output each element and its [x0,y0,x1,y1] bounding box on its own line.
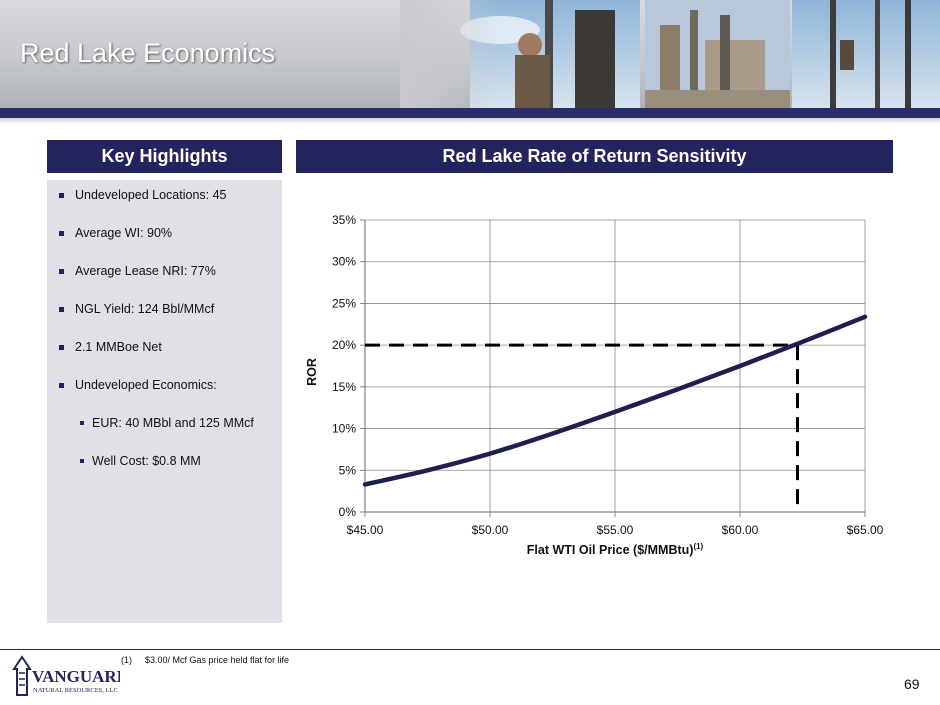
y-tick-label: 5% [339,463,357,477]
highlight-sub-item: EUR: 40 MBbl and 125 MMcf [80,416,254,430]
y-tick-label: 30% [332,255,356,269]
x-tick-label: $60.00 [722,523,759,537]
footer-rule [0,649,940,650]
breakeven-reference-lines [365,343,799,512]
page-number: 69 [904,676,920,692]
highlight-text: Undeveloped Locations: 45 [75,188,227,202]
banner-photo-collage [400,0,940,110]
bullet-icon [59,230,64,236]
header-banner: Red Lake Economics [0,0,940,110]
x-axis-title: Flat WTI Oil Price ($/MMBtu)(1) [527,542,704,557]
highlight-item: NGL Yield: 124 Bbl/MMcf [59,302,214,316]
logo-subtext: NATURAL RESOURCES, LLC [33,687,118,694]
y-tick-label: 20% [332,338,356,352]
y-tick-label: 15% [332,380,356,394]
bullet-icon [59,382,64,388]
x-tick-label: $50.00 [472,523,509,537]
x-tick-label: $45.00 [347,523,384,537]
highlight-item: Undeveloped Economics: [59,378,217,392]
footnote: (1) $3.00/ Mcf Gas price held flat for li… [121,655,289,665]
x-axis-title-superscript: (1) [693,542,703,551]
bullet-icon [59,306,64,312]
chart-tick-labels: 0% 5% 10% 15% 20% 25% 30% 35% $45.00 $50.00 $55.00… [332,213,884,537]
highlight-item: Average Lease NRI: 77% [59,264,216,278]
bullet-icon [59,192,64,198]
x-tick-label: $55.00 [597,523,634,537]
x-axis-title-text: Flat WTI Oil Price ($/MMBtu) [527,543,694,557]
logo-text: VANGUARD [32,667,120,686]
y-axis-title: ROR [305,358,319,386]
bullet-icon [80,459,84,463]
header-stripe [0,108,940,118]
highlight-text: Average Lease NRI: 77% [75,264,216,278]
key-highlights-panel: Undeveloped Locations: 45 Average WI: 90… [47,180,282,623]
footnote-marker: (1) [121,655,132,665]
highlight-text: NGL Yield: 124 Bbl/MMcf [75,302,215,316]
y-tick-label: 10% [332,422,356,436]
ror-series-line [362,314,868,487]
highlight-item: Undeveloped Locations: 45 [59,188,227,202]
vanguard-logo-icon: VANGUARD NATURAL RESOURCES, LLC [12,655,129,696]
chart-axes [360,219,866,517]
chart-heading: Red Lake Rate of Return Sensitivity [296,140,893,173]
highlight-text: Undeveloped Economics: [75,378,217,392]
bullet-icon [59,268,64,274]
key-highlights-heading: Key Highlights [47,140,282,173]
page-title: Red Lake Economics [20,38,276,68]
y-tick-label: 0% [339,505,357,519]
x-tick-label: $65.00 [847,523,884,537]
chart-series [362,314,868,487]
y-tick-label: 25% [332,296,356,310]
highlight-text: 2.1 MMBoe Net [75,340,162,354]
footnote-text: $3.00/ Mcf Gas price held flat for life [145,655,290,665]
company-logo: VANGUARD NATURAL RESOURCES, LLC [10,655,129,705]
highlight-item: Average WI: 90% [59,226,172,240]
highlight-text: EUR: 40 MBbl and 125 MMcf [92,416,254,430]
header-shadow [0,118,940,124]
highlight-text: Well Cost: $0.8 MM [92,454,201,468]
bullet-icon [80,421,84,425]
y-tick-label: 35% [332,213,356,227]
ror-sensitivity-chart: 0% 5% 10% 15% 20% 25% 30% 35% $45.00 $50.00 $55.00… [305,213,884,557]
bullet-icon [59,344,64,350]
highlight-item: 2.1 MMBoe Net [59,340,162,354]
highlight-sub-item: Well Cost: $0.8 MM [80,454,201,468]
highlight-text: Average WI: 90% [75,226,173,240]
